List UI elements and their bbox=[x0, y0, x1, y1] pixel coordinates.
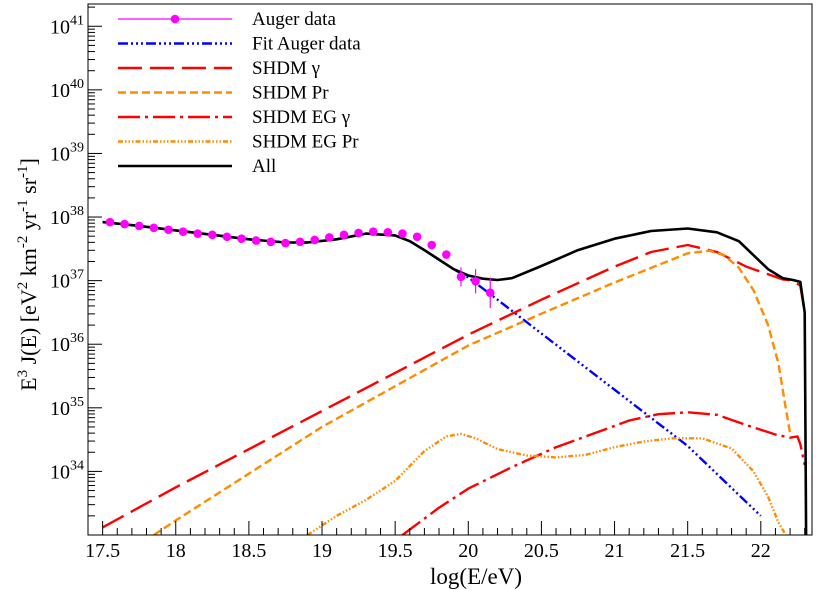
x-tick-label: 22 bbox=[751, 540, 771, 562]
data-point bbox=[208, 230, 217, 240]
data-point bbox=[251, 236, 261, 245]
y-tick-label: 1036 bbox=[50, 331, 84, 356]
legend: Auger data Fit Auger data SHDM γ SHDM Pr SHD… bbox=[118, 9, 361, 177]
series-all-line bbox=[102, 220, 808, 535]
plot-frame bbox=[87, 3, 813, 536]
legend-label-shdm-eg-pr: SHDM EG Pr bbox=[252, 132, 359, 153]
x-axis: 17.5 18 18.5 19 19.5 20 20.5 21 21.5 22 bbox=[85, 521, 806, 562]
data-point bbox=[325, 233, 334, 242]
series-shdm-eg-pr-line bbox=[306, 432, 787, 535]
data-point bbox=[368, 227, 378, 236]
x-tick-label: 21.5 bbox=[670, 540, 705, 562]
data-point bbox=[456, 272, 466, 282]
data-point bbox=[412, 232, 422, 242]
legend-label-all: All bbox=[252, 156, 276, 177]
data-point bbox=[427, 240, 437, 250]
data-point bbox=[134, 221, 144, 231]
data-point bbox=[149, 223, 159, 233]
data-point bbox=[354, 228, 363, 238]
data-point bbox=[222, 232, 232, 242]
data-point bbox=[339, 230, 349, 240]
x-axis-label: log(E/eV) bbox=[430, 564, 522, 589]
x-tick-label: 20 bbox=[458, 540, 478, 562]
y-axis: 1034 1035 1036 1037 1038 1039 1040 1041 bbox=[50, 6, 102, 536]
data-point bbox=[398, 229, 407, 238]
data-point bbox=[120, 219, 129, 229]
y-tick-label: 1035 bbox=[50, 395, 84, 420]
data-point bbox=[164, 225, 173, 235]
data-point bbox=[105, 217, 115, 227]
x-tick-label: 21 bbox=[605, 540, 625, 562]
series-shdm-gamma-line bbox=[102, 243, 806, 529]
y-tick-label: 1039 bbox=[50, 140, 84, 165]
series-shdm-pr-line bbox=[153, 249, 792, 535]
legend-label-shdm-pr: SHDM Pr bbox=[252, 83, 329, 104]
data-point bbox=[471, 276, 480, 286]
data-point bbox=[193, 229, 202, 238]
legend-label-fit-auger-data: Fit Auger data bbox=[252, 34, 361, 55]
data-point bbox=[485, 288, 495, 298]
data-point bbox=[442, 250, 451, 259]
series-fit-auger-data-line bbox=[102, 220, 762, 517]
data-point bbox=[310, 235, 320, 245]
legend-label-shdm-gamma: SHDM γ bbox=[252, 58, 320, 79]
data-point bbox=[266, 237, 276, 247]
y-tick-label: 1038 bbox=[50, 204, 84, 229]
legend-label-shdm-eg-gamma: SHDM EG γ bbox=[252, 107, 350, 128]
x-tick-label: 20.5 bbox=[524, 540, 559, 562]
x-tick-label: 19 bbox=[312, 540, 332, 562]
data-point bbox=[178, 227, 188, 236]
x-tick-label: 18.5 bbox=[231, 540, 266, 562]
legend-label-auger-data: Auger data bbox=[252, 9, 336, 30]
series-shdm-eg-gamma-line bbox=[401, 411, 806, 535]
auger-data-points bbox=[105, 217, 495, 308]
y-tick-label: 1041 bbox=[50, 13, 84, 38]
x-tick-label: 19.5 bbox=[378, 540, 413, 562]
data-point bbox=[383, 227, 393, 237]
data-point bbox=[237, 234, 246, 243]
y-tick-label: 1040 bbox=[50, 77, 84, 102]
x-tick-label: 17.5 bbox=[85, 540, 120, 562]
legend-marker-auger-data bbox=[170, 14, 180, 24]
y-tick-label: 1037 bbox=[50, 268, 84, 293]
chart-curves bbox=[102, 220, 808, 535]
data-point bbox=[295, 237, 305, 247]
y-tick-label: 1034 bbox=[50, 458, 84, 483]
x-tick-label: 18 bbox=[166, 540, 186, 562]
data-point bbox=[281, 238, 290, 248]
y-axis-label: E3 J(E) [eV2 km-2 yr-1 sr-1] bbox=[15, 158, 41, 391]
